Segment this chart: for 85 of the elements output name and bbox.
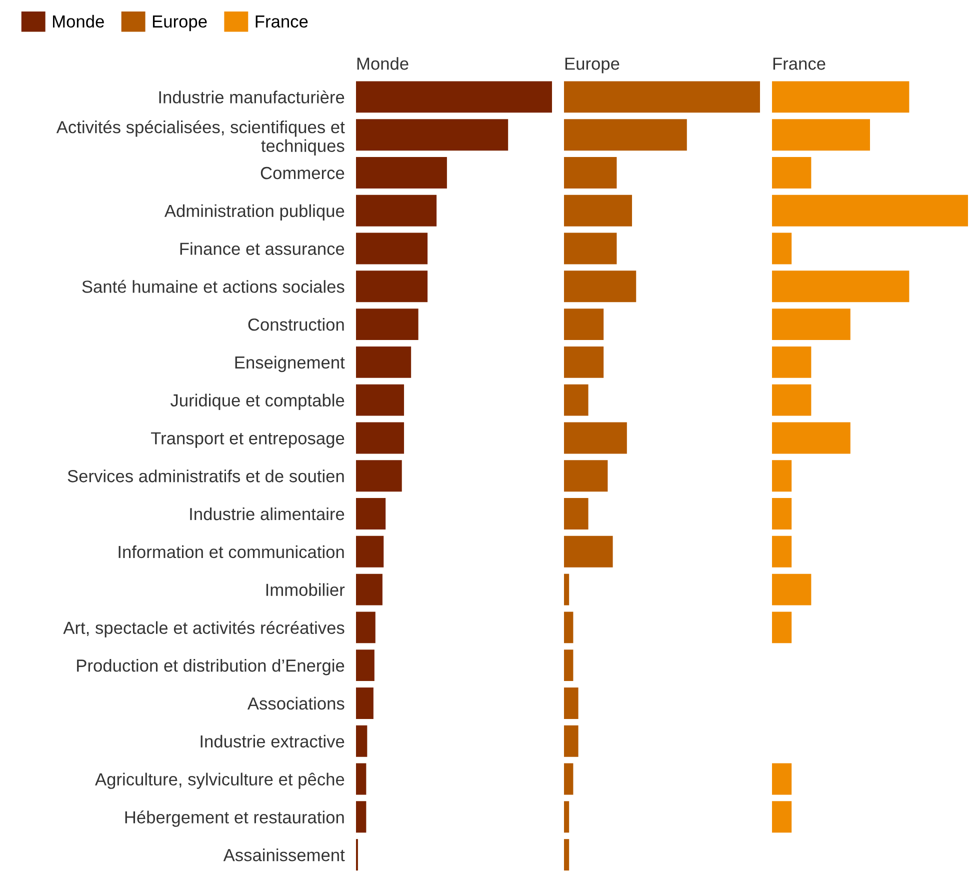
bar xyxy=(564,422,627,454)
bar xyxy=(564,725,578,757)
y-tick-label: Industrie manufacturière xyxy=(159,90,344,104)
bar xyxy=(356,157,447,188)
bar xyxy=(564,687,578,719)
legend-label: Monde xyxy=(53,14,104,28)
y-tick-label: Administration publique xyxy=(164,204,344,221)
bar xyxy=(356,81,552,113)
y-tick-label: Industrie extractive xyxy=(200,734,344,748)
bar xyxy=(356,574,382,606)
bar xyxy=(356,422,404,454)
bar xyxy=(564,574,570,606)
bar xyxy=(356,725,368,757)
y-tick-label: Industrie alimentaire xyxy=(190,507,344,520)
y-tick-label: Agriculture, sylviculture et pêche xyxy=(95,772,344,789)
bar xyxy=(772,574,812,606)
y-tick-label: Services administratifs et de soutien xyxy=(68,470,344,482)
bar xyxy=(564,232,617,264)
bar xyxy=(564,839,570,871)
bar xyxy=(564,157,617,188)
bar xyxy=(772,460,792,492)
bar xyxy=(564,612,574,644)
y-tick-label: Immobilier xyxy=(266,583,345,596)
bar xyxy=(356,460,402,492)
bar xyxy=(356,498,386,530)
bar xyxy=(772,801,792,833)
bar xyxy=(772,194,968,226)
bar xyxy=(564,384,588,416)
bar xyxy=(564,119,687,151)
chart-title: Monde xyxy=(357,57,408,70)
bar xyxy=(564,650,574,682)
bar xyxy=(564,763,574,795)
bar xyxy=(356,763,366,795)
bar xyxy=(356,119,508,151)
y-tick-label: Juridique et comptable xyxy=(170,394,344,410)
bar xyxy=(356,687,374,719)
bar xyxy=(564,536,613,568)
bar xyxy=(564,801,570,833)
y-tick-label: Hébergement et restauration xyxy=(125,810,344,827)
y-tick-label: Transport et entreposage xyxy=(151,432,344,448)
bar xyxy=(356,536,384,568)
legend-label: Europe xyxy=(152,16,207,32)
y-tick-label: Enseignement xyxy=(235,356,345,372)
bar xyxy=(564,270,636,302)
y-tick-label: Associations xyxy=(247,696,344,710)
bar xyxy=(356,194,437,226)
y-tick-label: Activités spécialisées, scientifiques et techniques xyxy=(56,120,345,156)
y-tick-label: Production et distribution d’Energie xyxy=(77,659,344,676)
bar xyxy=(356,270,428,302)
y-tick-label: Commerce xyxy=(260,166,344,180)
bar xyxy=(772,384,812,416)
bar xyxy=(356,346,412,378)
y-tick-label: Construction xyxy=(248,318,344,331)
y-tick-label: Information et communication xyxy=(118,545,344,558)
bar xyxy=(356,612,376,644)
y-tick-label: Art, spectacle et activités récréatives xyxy=(63,621,344,638)
bar xyxy=(772,346,812,378)
bar xyxy=(772,536,792,568)
bar xyxy=(772,119,870,151)
bar xyxy=(564,81,760,113)
y-tick-label: Santé humaine et actions sociales xyxy=(82,280,344,293)
bar xyxy=(772,498,792,530)
bar xyxy=(564,194,632,226)
bar xyxy=(564,498,588,530)
bar xyxy=(772,81,910,113)
bar xyxy=(772,232,792,264)
bar xyxy=(772,422,850,454)
bar xyxy=(772,308,850,340)
bar xyxy=(356,232,428,264)
bar xyxy=(356,650,374,682)
bar xyxy=(564,308,604,340)
y-tick-label: Assainissement xyxy=(223,848,345,862)
chart-title: Europe xyxy=(565,58,620,74)
bar xyxy=(356,801,366,833)
bar xyxy=(564,346,604,378)
bar xyxy=(772,763,792,795)
legend-label: France xyxy=(256,16,308,28)
chart-title: France xyxy=(773,58,826,70)
bar xyxy=(772,270,910,302)
bar xyxy=(772,612,792,644)
bar xyxy=(564,460,608,492)
bar xyxy=(772,157,812,188)
y-tick-label: Finance et assurance xyxy=(180,242,344,255)
bar xyxy=(356,308,418,340)
bar xyxy=(356,384,404,416)
